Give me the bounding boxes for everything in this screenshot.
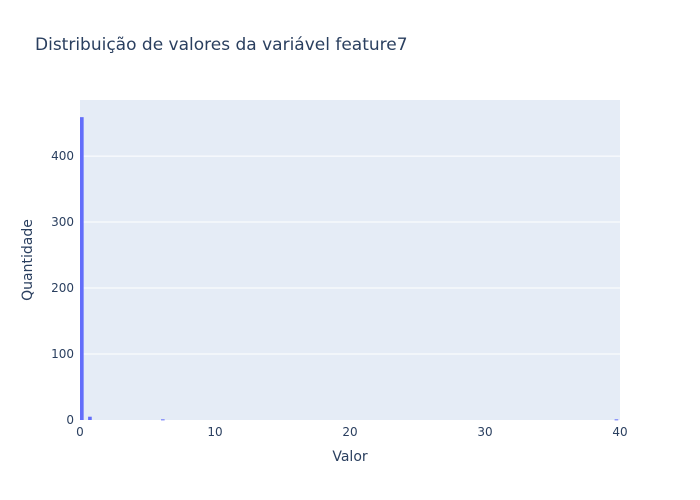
x-tick-label: 30 — [477, 425, 492, 439]
histogram-bar — [161, 419, 165, 421]
x-tick-label: 20 — [342, 425, 357, 439]
y-tick-label: 100 — [51, 347, 74, 361]
y-tick-label: 200 — [51, 281, 74, 295]
y-tick-label: 400 — [51, 149, 74, 163]
x-axis-label: Valor — [332, 449, 368, 465]
x-tick-label: 40 — [612, 425, 627, 439]
histogram-bar — [88, 416, 92, 420]
plot-area — [80, 100, 620, 420]
y-axis-ticks: 0 100 200 300 400 — [51, 149, 74, 427]
bars — [80, 117, 619, 421]
y-tick-label: 0 — [66, 413, 74, 427]
chart-title: Distribuição de valores da variável feat… — [35, 35, 408, 55]
x-tick-label: 0 — [76, 425, 84, 439]
x-axis-ticks: 0 10 20 30 40 — [76, 425, 627, 439]
gridlines — [80, 155, 620, 355]
y-axis-label: Quantidade — [20, 219, 36, 301]
x-tick-label: 10 — [207, 425, 222, 439]
histogram-bar — [80, 117, 84, 421]
histogram-bar — [614, 419, 619, 421]
y-tick-label: 300 — [51, 215, 74, 229]
